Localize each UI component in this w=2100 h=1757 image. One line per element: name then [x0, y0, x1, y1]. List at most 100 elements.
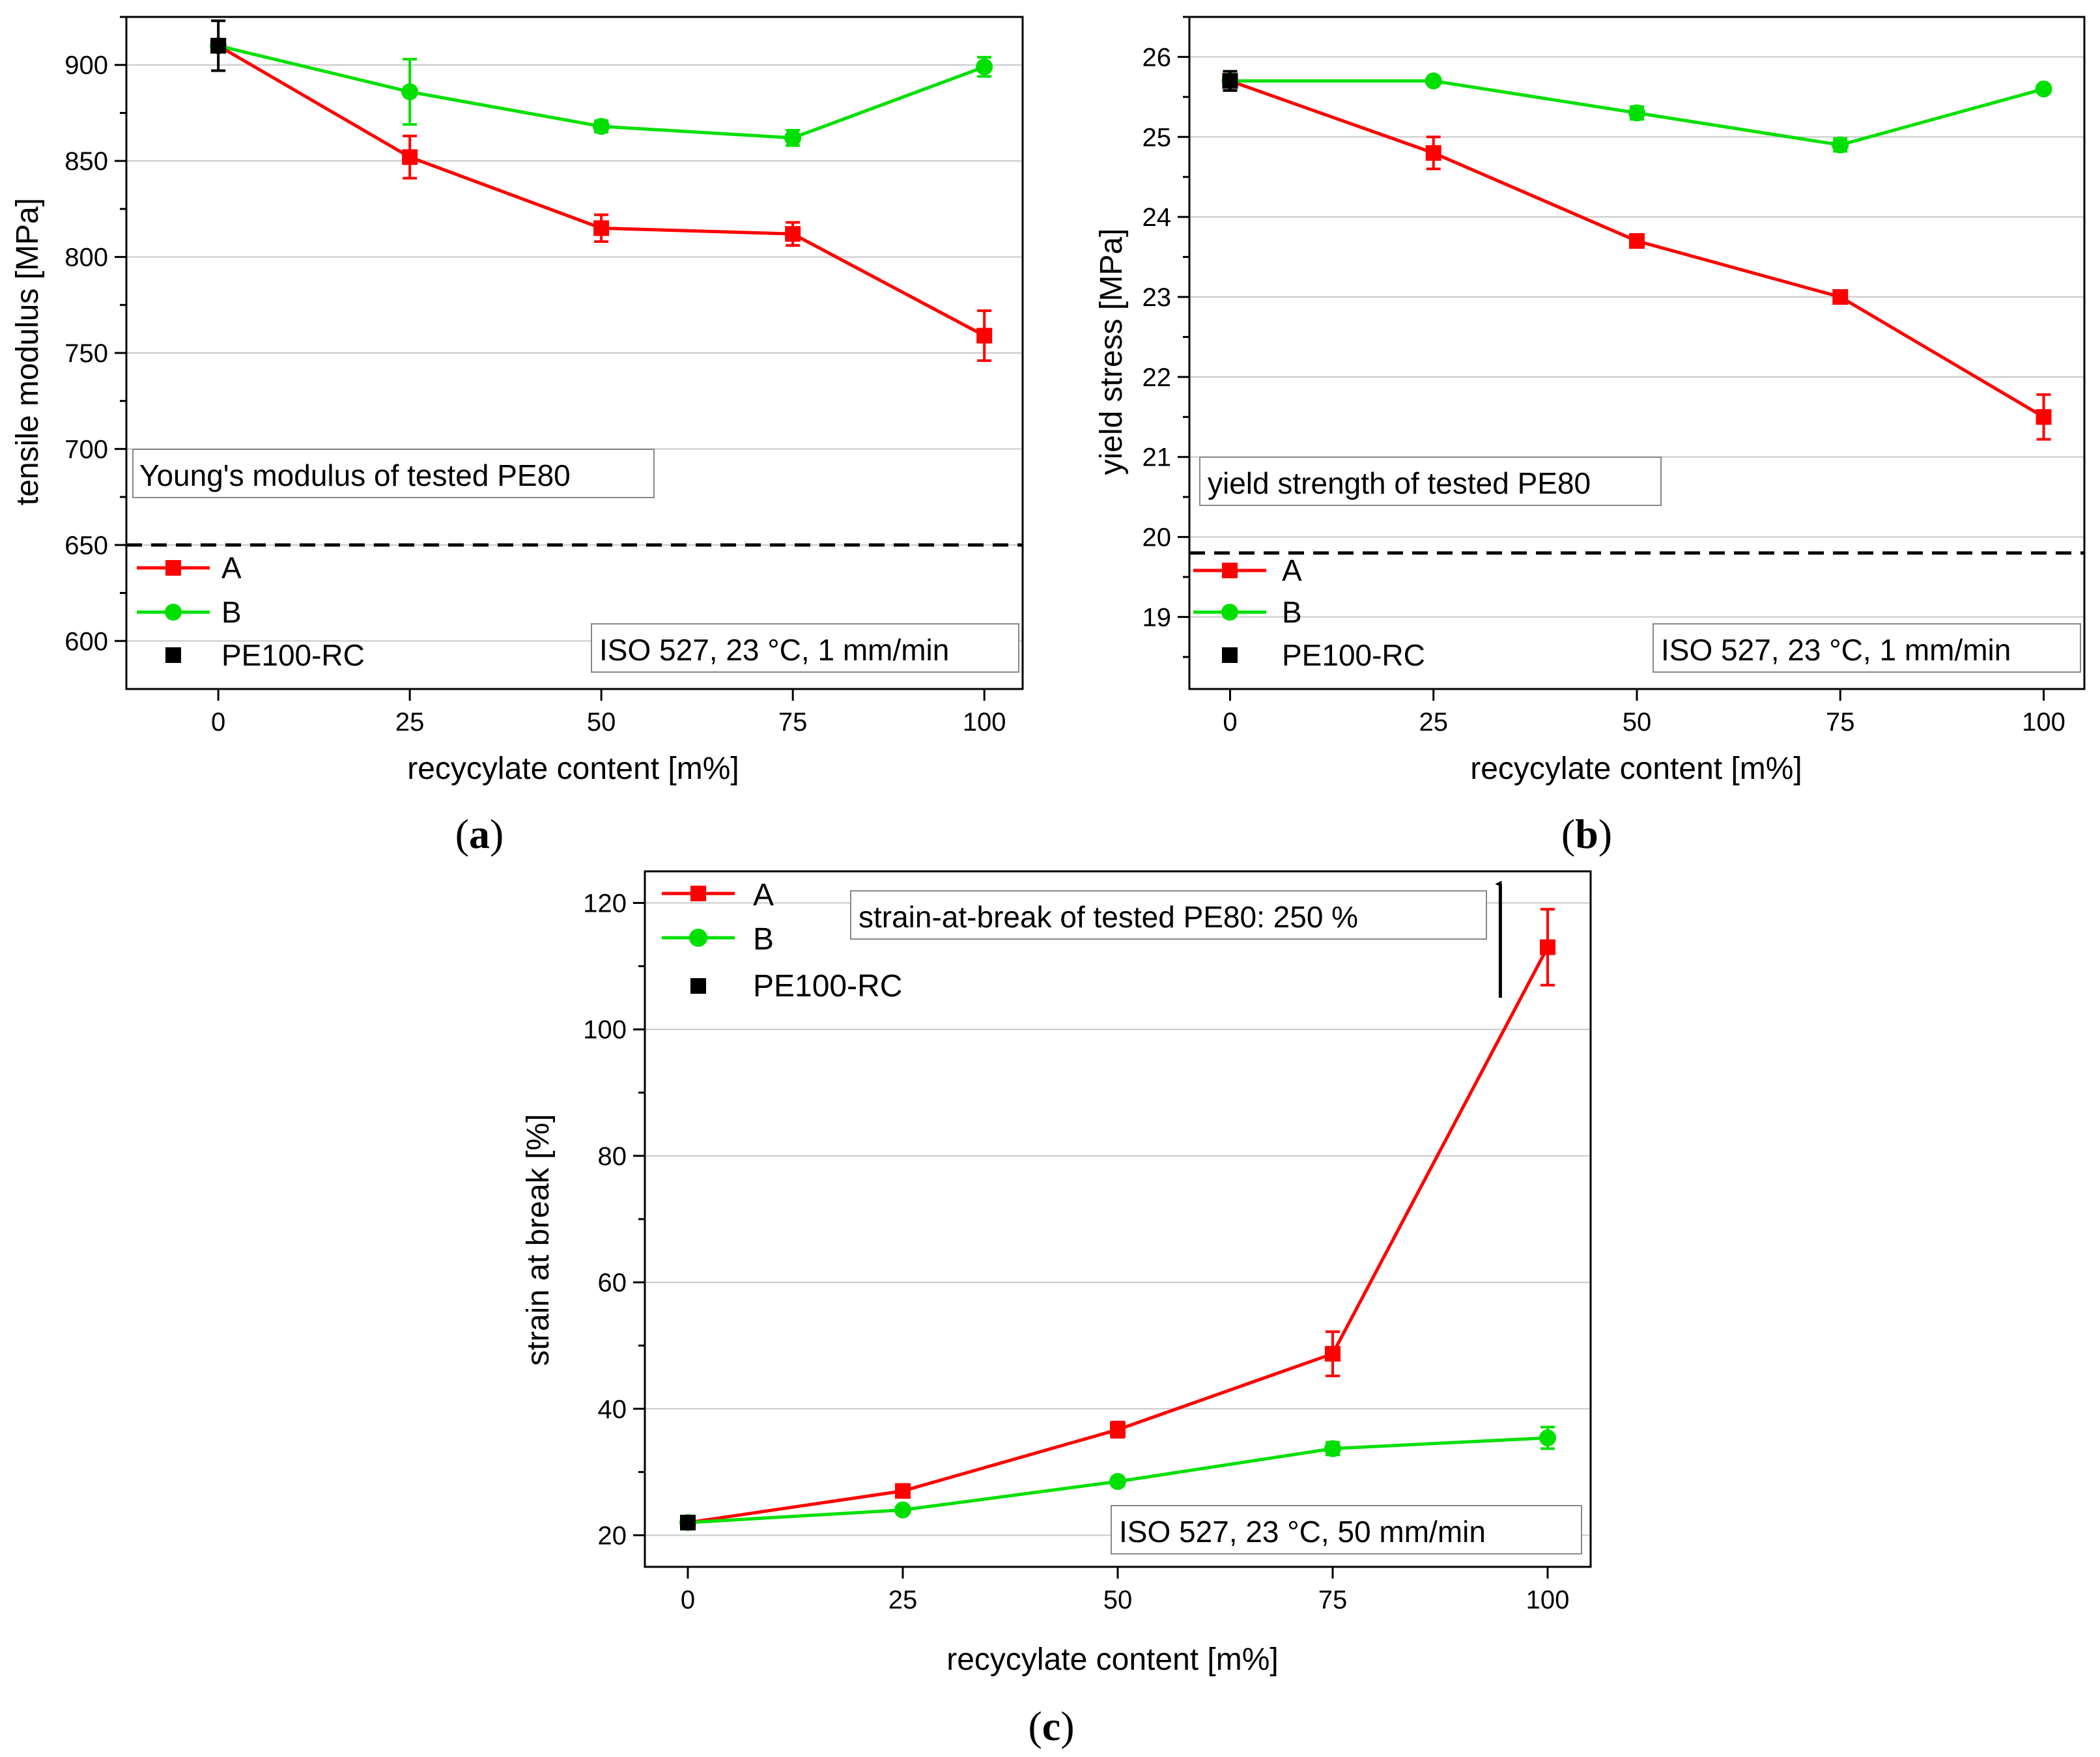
y-tick-label: 750 — [64, 339, 108, 368]
legend-marker-b — [689, 929, 707, 947]
condition-text: ISO 527, 23 °C, 1 mm/min — [1661, 633, 2011, 667]
legend-marker-b — [1221, 604, 1238, 621]
data-point-a — [785, 226, 801, 242]
y-tick-label: 22 — [1142, 363, 1172, 392]
legend-marker-pe100rc — [1222, 647, 1238, 663]
legend-label-a: A — [221, 551, 242, 585]
series-line-a — [1229, 79, 2045, 419]
data-point-b — [1425, 72, 1442, 90]
legend-label-pe100rc: PE100-RC — [221, 638, 365, 672]
y-tick-label: 850 — [64, 147, 108, 176]
data-point-a — [1325, 1345, 1341, 1362]
y-tick-label: 20 — [1142, 524, 1172, 552]
data-point-a — [1110, 1422, 1126, 1438]
legend-marker-pe100rc — [165, 647, 181, 663]
x-tick-label: 50 — [587, 708, 616, 737]
data-point-a — [1629, 233, 1645, 249]
annotation-text: yield strength of tested PE80 — [1208, 466, 1591, 500]
data-point-b — [1324, 1440, 1341, 1457]
legend-label-pe100rc: PE100-RC — [1282, 638, 1425, 672]
axes: 0 25 50 75 100 20 40 60 80 100 120 — [583, 870, 1592, 1614]
data-point-a — [1425, 145, 1441, 161]
y-tick-label: 23 — [1142, 283, 1172, 312]
legend-label-b: B — [221, 595, 242, 629]
legend: A B PE100-RC — [1193, 554, 1425, 672]
y-tick-label: 25 — [1142, 123, 1172, 152]
x-axis-label: recycylate content [m%] — [407, 752, 739, 786]
data-point-b — [1109, 1472, 1126, 1490]
condition-box: ISO 527, 23 °C, 50 mm/min — [1111, 1505, 1582, 1554]
y-tick-label: 80 — [598, 1142, 627, 1171]
annotation-text: strain-at-break of tested PE80: 250 % — [858, 900, 1358, 934]
legend-marker-a — [1222, 563, 1238, 578]
legend-label-b: B — [753, 922, 774, 957]
legend-label-a: A — [1282, 554, 1302, 587]
grid-lines — [1189, 56, 2084, 618]
axes: 0 25 50 75 100 600 650 700 750 800 850 900 — [64, 16, 1024, 737]
y-tick-label: 26 — [1142, 43, 1172, 72]
y-tick-label: 600 — [64, 627, 108, 656]
y-tick-label: 800 — [64, 244, 108, 272]
y-axis-label: strain at break [%] — [521, 1114, 556, 1366]
annotation-text: Young's modulus of tested PE80 — [139, 458, 571, 492]
y-tick-label: 21 — [1142, 443, 1172, 472]
y-tick-label: 120 — [583, 890, 627, 918]
data-point-a — [402, 149, 418, 165]
annotation-box: yield strength of tested PE80 — [1199, 457, 1662, 506]
data-point-a — [1540, 939, 1555, 955]
data-point-b — [976, 58, 993, 76]
legend-marker-b — [165, 604, 182, 621]
legend-marker-a — [690, 886, 706, 901]
x-axis-label: recycylate content [m%] — [1470, 752, 1802, 786]
y-axis-label: tensile modulus [MPa] — [10, 198, 45, 505]
annotation-frame — [1199, 457, 1662, 506]
data-point-b — [2035, 80, 2052, 98]
legend-marker-pe100rc — [690, 978, 706, 994]
subcaption-c: (c) — [1028, 1703, 1074, 1749]
y-tick-label: 900 — [64, 51, 108, 80]
legend: A B PE100-RC — [662, 878, 902, 1004]
data-point-b — [1832, 136, 1849, 154]
data-point-a — [2036, 409, 2052, 425]
data-series — [210, 19, 993, 362]
condition-text: ISO 527, 23 °C, 50 mm/min — [1119, 1515, 1486, 1549]
data-series — [679, 908, 1556, 1532]
condition-frame — [591, 623, 1019, 673]
data-point-b — [401, 83, 419, 100]
condition-frame — [1653, 623, 2081, 673]
x-tick-label: 0 — [681, 1586, 695, 1614]
condition-box: ISO 527, 23 °C, 1 mm/min — [1653, 623, 2081, 673]
x-tick-label: 0 — [211, 708, 225, 737]
legend-label-a: A — [753, 878, 774, 912]
condition-frame — [1111, 1505, 1582, 1554]
y-tick-label: 19 — [1142, 603, 1172, 632]
x-tick-label: 100 — [963, 708, 1006, 737]
x-tick-label: 75 — [1318, 1586, 1348, 1614]
legend-marker-a — [165, 560, 181, 576]
x-axis-label: recycylate content [m%] — [946, 1642, 1279, 1677]
data-point-pe100-rc — [680, 1515, 696, 1531]
data-point-b — [593, 118, 610, 135]
y-tick-label: 40 — [598, 1395, 627, 1424]
data-point-b — [1539, 1429, 1556, 1446]
x-tick-label: 75 — [778, 708, 808, 737]
annotation-box: strain-at-break of tested PE80: 250 % — [850, 890, 1487, 940]
legend: A B PE100-RC — [137, 551, 365, 672]
subcaption-a: (a) — [455, 811, 504, 857]
grid-lines — [126, 64, 1023, 642]
data-point-pe100-rc — [210, 38, 227, 54]
data-point-b — [784, 129, 802, 147]
x-tick-label: 25 — [395, 708, 425, 737]
x-tick-label: 100 — [1526, 1586, 1570, 1614]
y-tick-label: 24 — [1142, 203, 1172, 232]
annotation-box: Young's modulus of tested PE80 — [132, 449, 655, 498]
x-tick-label: 100 — [2022, 708, 2065, 737]
chart-panel-c: 0 25 50 75 100 20 40 60 80 100 120 strain-at-break… — [521, 870, 1592, 1749]
condition-box: ISO 527, 23 °C, 1 mm/min — [591, 623, 1019, 673]
x-tick-label: 25 — [888, 1586, 918, 1614]
y-tick-label: 650 — [64, 531, 108, 560]
chart-panel-a: 0 25 50 75 100 600 650 700 750 800 850 900 Young's … — [10, 16, 1024, 857]
axes: 0 25 50 75 100 19 20 21 22 23 24 25 26 — [1142, 16, 2086, 737]
annotation-frame — [132, 449, 655, 498]
